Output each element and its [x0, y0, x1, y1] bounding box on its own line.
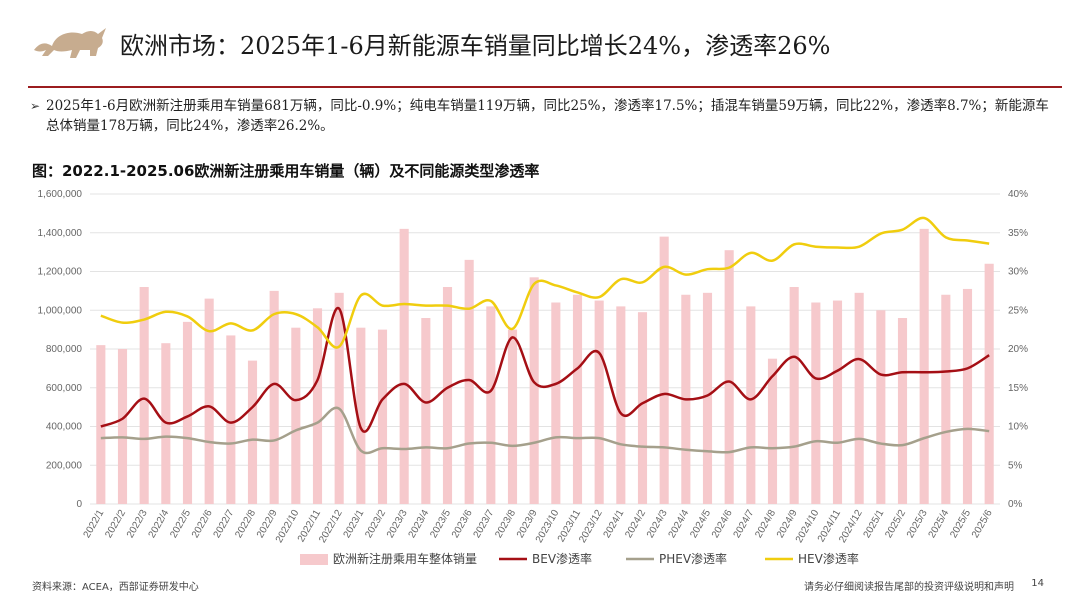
left-tick-label: 1,400,000 [38, 228, 83, 239]
bull-icon [34, 28, 106, 58]
sales-bar [594, 300, 604, 504]
sales-bar [551, 302, 561, 504]
legend-label: HEV渗透率 [798, 551, 859, 566]
sales-bar [399, 228, 409, 504]
sales-bar [746, 306, 756, 504]
right-tick-label: 40% [1008, 189, 1028, 200]
left-tick-label: 0 [76, 499, 82, 510]
left-tick-label: 1,200,000 [38, 267, 83, 278]
left-axis-ticks: 0 200,000 400,000 600,000 800,000 1,000,000 1,… [38, 189, 83, 510]
sales-penetration-chart: 0 200,000 400,000 600,000 800,000 1,000,000 1,… [38, 189, 1029, 566]
triangle-right-icon: ➢ [30, 99, 41, 113]
right-tick-label: 5% [1008, 460, 1023, 471]
right-tick-label: 0% [1008, 499, 1023, 510]
sales-bar [789, 287, 799, 504]
right-tick-label: 25% [1008, 305, 1028, 316]
sales-bar [876, 310, 886, 504]
chart-legend: 欧洲新注册乘用车整体销量 BEV渗透率 PHEV渗透率 HEV渗透率 [300, 551, 859, 566]
sales-bar [572, 294, 583, 504]
page-number: 14 [1031, 578, 1044, 589]
chart-title: 图：2022.1-2025.06欧洲新注册乘用车销量（辆）及不同能源类型渗透率 [32, 162, 540, 180]
sales-bar [204, 298, 214, 504]
sales-bar [897, 318, 908, 504]
sales-bar [486, 306, 496, 504]
sales-bar [832, 300, 843, 504]
sales-bar [226, 335, 236, 504]
sales-bars [96, 228, 994, 504]
header-divider [28, 86, 1062, 88]
sales-bar [616, 306, 626, 504]
left-tick-label: 400,000 [46, 422, 83, 433]
left-tick-label: 600,000 [46, 383, 83, 394]
sales-bar [507, 329, 518, 504]
summary-bullet: ➢ 2025年1-6月欧洲新注册乘用车销量681万辆，同比-0.9%；纯电车销量… [30, 96, 1060, 136]
sales-bar [724, 250, 734, 504]
sales-bar [941, 294, 951, 504]
right-tick-label: 15% [1008, 383, 1028, 394]
legend-label: PHEV渗透率 [659, 551, 727, 566]
sales-bar [247, 360, 258, 504]
series-line [100, 307, 990, 433]
page-title: 欧洲市场：2025年1-6月新能源车销量同比增长24%，渗透率26% [120, 32, 831, 60]
gridlines [90, 193, 1000, 505]
sales-bar [464, 259, 474, 504]
x-tick-label: 2025/6 [970, 508, 995, 540]
sales-bar [919, 228, 929, 504]
penetration-lines [100, 216, 990, 455]
sales-bar [334, 292, 344, 504]
sales-bar [182, 321, 193, 504]
footer-disclaimer: 请务必仔细阅读报告尾部的投资评级说明和声明 [804, 582, 1014, 593]
sales-bar [529, 277, 539, 504]
sales-bar [139, 287, 149, 504]
right-axis-ticks: 0% 5% 10% 15% 20% 25% 30% 35% 40% [1008, 189, 1028, 510]
sales-bar [269, 290, 279, 504]
sales-bar [356, 327, 366, 504]
x-axis-ticks: 2022/12022/22022/32022/42022/52022/62022… [82, 508, 995, 545]
sales-bar [984, 263, 994, 504]
sales-bar [96, 345, 106, 504]
sales-bar [312, 308, 323, 504]
left-tick-label: 800,000 [46, 344, 83, 355]
legend-label: BEV渗透率 [532, 551, 592, 566]
right-tick-label: 30% [1008, 267, 1028, 278]
slide-header: 欧洲市场：2025年1-6月新能源车销量同比增长24%，渗透率26% [0, 0, 1080, 90]
legend-swatch [300, 554, 328, 565]
sales-bar [811, 302, 821, 504]
sales-bar [854, 292, 864, 504]
left-tick-label: 200,000 [46, 460, 83, 471]
sales-bar [659, 236, 669, 504]
series-line [100, 406, 990, 455]
left-tick-label: 1,000,000 [38, 305, 83, 316]
footer-source: 资料来源：ACEA，西部证券研发中心 [32, 582, 199, 593]
series-line [100, 216, 990, 349]
left-tick-label: 1,600,000 [38, 189, 83, 200]
right-tick-label: 10% [1008, 422, 1028, 433]
right-tick-label: 35% [1008, 228, 1028, 239]
sales-bar [291, 327, 301, 504]
legend-label: 欧洲新注册乘用车整体销量 [333, 551, 477, 566]
sales-bar [962, 288, 973, 504]
sales-bar [117, 349, 128, 504]
sales-bar [377, 329, 388, 504]
sales-bar [767, 358, 778, 504]
sales-bar [702, 292, 713, 504]
sales-bar [421, 318, 431, 504]
sales-bar [637, 312, 648, 504]
summary-text: 2025年1-6月欧洲新注册乘用车销量681万辆，同比-0.9%；纯电车销量11… [46, 98, 1049, 134]
sales-bar [442, 287, 453, 504]
right-tick-label: 20% [1008, 344, 1028, 355]
